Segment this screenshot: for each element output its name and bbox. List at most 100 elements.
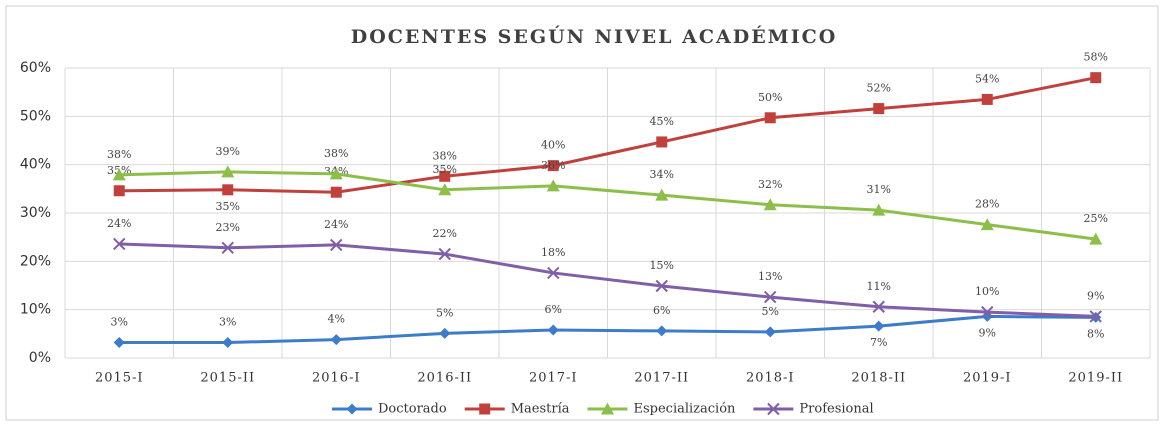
data-point [330, 238, 343, 252]
data-point [1089, 232, 1103, 245]
x-tick-label: 2018-I [746, 371, 795, 386]
y-tick-label: 10% [20, 302, 51, 318]
data-point [980, 218, 994, 231]
data-point [330, 334, 342, 346]
data-label: 38% [107, 148, 131, 161]
data-label: 6% [653, 304, 670, 317]
series-line [119, 242, 1096, 318]
data-label: 23% [216, 221, 240, 234]
data-label: 39% [216, 145, 240, 158]
y-tick-label: 40% [20, 157, 51, 173]
data-point [221, 165, 235, 178]
data-point [546, 179, 560, 192]
data-label: 9% [1087, 289, 1104, 302]
legend-label: Maestría [511, 402, 570, 417]
data-point [981, 305, 994, 319]
data-point [763, 198, 777, 211]
data-point [113, 185, 125, 197]
data-label: 52% [867, 82, 891, 95]
x-tick-label: 2015-II [200, 371, 255, 386]
data-label: 24% [324, 218, 348, 231]
data-label: 38% [433, 149, 457, 162]
y-tick-label: 30% [20, 205, 51, 221]
data-label: 11% [867, 280, 891, 293]
data-label: 22% [433, 227, 457, 240]
data-point [547, 266, 560, 280]
legend-marker [479, 403, 491, 415]
legend-label: Profesional [799, 402, 873, 417]
data-label: 3% [111, 316, 128, 329]
series-line [119, 170, 1096, 241]
data-label: 13% [758, 270, 782, 283]
data-label: 8% [1087, 327, 1104, 340]
data-label: 10% [975, 285, 999, 298]
x-tick-label: 2019-II [1068, 371, 1123, 386]
data-point [330, 186, 342, 198]
x-tick-label: 2017-II [634, 371, 689, 386]
data-label: 50% [758, 91, 782, 104]
data-label: 58% [1084, 51, 1108, 64]
legend-label: Especialización [633, 402, 736, 417]
x-tick-label: 2018-II [851, 371, 906, 386]
data-label: 6% [545, 303, 562, 316]
data-point [764, 326, 776, 338]
data-point [655, 279, 668, 293]
data-point [112, 168, 126, 181]
data-point [547, 160, 559, 172]
data-label: 32% [758, 178, 782, 191]
data-label: 3% [219, 316, 236, 329]
data-point [438, 183, 452, 196]
legend-marker [600, 402, 614, 415]
data-label: 4% [328, 313, 345, 326]
data-point [764, 112, 776, 124]
data-label: 35% [216, 200, 240, 213]
data-point [981, 93, 993, 105]
legend-label: Doctorado [378, 402, 447, 417]
data-point [872, 203, 886, 216]
data-point [438, 247, 451, 261]
data-point [329, 167, 343, 180]
data-label: 54% [975, 72, 999, 85]
data-point [764, 290, 777, 304]
data-point [656, 325, 668, 337]
x-tick-label: 2015-I [95, 371, 144, 386]
data-point [222, 337, 234, 349]
series-line [119, 314, 1096, 345]
data-label: 9% [979, 326, 996, 339]
series-line [119, 76, 1097, 194]
x-tick-label: 2019-I [963, 371, 1012, 386]
data-point [1090, 72, 1102, 84]
data-point [221, 241, 234, 255]
data-label: 34% [650, 168, 674, 181]
y-tick-label: 0% [29, 350, 51, 366]
x-tick-label: 2016-I [312, 371, 361, 386]
data-label: 15% [650, 259, 674, 272]
data-point [1089, 310, 1102, 323]
data-label: 5% [436, 306, 453, 319]
y-tick-label: 50% [20, 108, 51, 124]
data-point [439, 327, 451, 339]
data-label: 7% [870, 336, 887, 349]
data-point [872, 300, 885, 313]
legend-marker [346, 403, 358, 415]
data-label: 45% [650, 115, 674, 128]
data-point [873, 103, 885, 115]
legend-marker [767, 402, 780, 416]
data-point [113, 337, 125, 349]
data-label: 24% [107, 217, 131, 230]
data-label: 36% [541, 159, 565, 172]
x-tick-label: 2017-I [529, 371, 578, 386]
chart-title: DOCENTES SEGÚN NIVEL ACADÉMICO [351, 25, 838, 48]
data-point [656, 136, 668, 148]
x-tick-label: 2016-II [417, 371, 472, 386]
data-label: 35% [433, 163, 457, 176]
data-point [655, 188, 669, 201]
y-tick-label: 20% [20, 253, 51, 269]
data-label: 18% [541, 246, 565, 259]
data-point [547, 324, 559, 336]
data-label: 38% [324, 147, 348, 160]
data-point [222, 184, 234, 196]
data-point [439, 170, 451, 182]
data-label: 5% [762, 305, 779, 318]
